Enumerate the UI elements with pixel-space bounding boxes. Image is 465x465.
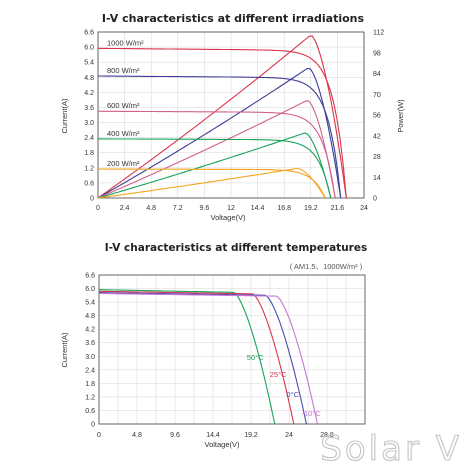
y2-tick-label: 56 bbox=[373, 113, 381, 120]
y-axis-label: Current(A) bbox=[60, 98, 69, 134]
x-tick-label: 2.4 bbox=[120, 205, 130, 212]
y2-tick-label: 98 bbox=[373, 50, 381, 57]
power-curve bbox=[97, 167, 326, 199]
y-tick-label: 6.0 bbox=[84, 45, 94, 52]
x-tick-label: 24 bbox=[360, 205, 368, 212]
iv-curve bbox=[98, 168, 326, 199]
x-tick-label: 28.8 bbox=[320, 432, 334, 439]
watermark-logo: Solar V bbox=[320, 429, 462, 465]
y2-tick-label: 0 bbox=[373, 196, 377, 203]
y-tick-label: 4.2 bbox=[84, 90, 94, 97]
temperature-curve bbox=[99, 289, 276, 425]
iv-curve bbox=[98, 75, 342, 199]
y-tick-label: 0.6 bbox=[84, 180, 94, 187]
y-tick-label: 3.0 bbox=[85, 354, 95, 361]
temperature-label: -10°C bbox=[302, 409, 322, 418]
x-tick-label: 21.6 bbox=[331, 205, 345, 212]
temperature-curve bbox=[99, 290, 295, 425]
iv-curve bbox=[98, 138, 332, 199]
x-tick-label: 4.8 bbox=[146, 205, 156, 212]
x-tick-label: 0 bbox=[97, 432, 101, 439]
x-tick-label: 19.2 bbox=[244, 432, 258, 439]
chart-subtitle: ( AM1.5、1000W/m² ) bbox=[290, 262, 363, 271]
x-axis-label: Voltage(V) bbox=[210, 213, 246, 222]
y-tick-label: 2.4 bbox=[85, 367, 95, 374]
irradiation-label: 200 W/m² bbox=[107, 159, 140, 168]
x-tick-label: 19.2 bbox=[304, 205, 318, 212]
x-tick-label: 12 bbox=[227, 205, 235, 212]
x-tick-label: 7.2 bbox=[173, 205, 183, 212]
x-tick-label: 9.6 bbox=[200, 205, 210, 212]
chart-title: I-V characteristics at different tempera… bbox=[105, 242, 367, 254]
irradiation-label: 800 W/m² bbox=[107, 66, 140, 75]
y-tick-label: 1.8 bbox=[85, 381, 95, 388]
y-tick-label: 2.4 bbox=[84, 135, 94, 142]
irradiation-label: 600 W/m² bbox=[107, 101, 140, 110]
y-tick-label: 3.6 bbox=[84, 105, 94, 112]
temperature-chart: I-V characteristics at different tempera… bbox=[60, 242, 367, 449]
chart-title: I-V characteristics at different irradia… bbox=[102, 12, 365, 25]
temperature-curve bbox=[99, 292, 307, 425]
plot-frame bbox=[98, 274, 366, 425]
y-axis-label: Current(A) bbox=[60, 332, 69, 368]
iv-curve bbox=[98, 110, 336, 199]
y-tick-label: 3.0 bbox=[84, 120, 94, 127]
y2-axis-label: Power(W) bbox=[396, 99, 405, 133]
y-tick-label: 1.2 bbox=[85, 394, 95, 401]
x-axis-label: Voltage(V) bbox=[204, 440, 240, 449]
temperature-label: 50°C bbox=[247, 353, 264, 362]
y-tick-label: 1.2 bbox=[84, 165, 94, 172]
y-tick-label: 4.8 bbox=[84, 75, 94, 82]
y2-tick-label: 70 bbox=[373, 92, 381, 99]
y-tick-label: 1.8 bbox=[84, 150, 94, 157]
power-curve bbox=[97, 100, 336, 199]
temperature-label: 0°C bbox=[286, 390, 299, 399]
x-tick-label: 4.8 bbox=[132, 432, 142, 439]
y2-tick-label: 14 bbox=[373, 175, 381, 182]
y-tick-label: 0.6 bbox=[85, 408, 95, 415]
y-tick-label: 6.6 bbox=[84, 30, 94, 37]
temperature-label: 25°C bbox=[270, 370, 287, 379]
power-curve bbox=[97, 35, 347, 199]
plot-frame bbox=[97, 31, 365, 199]
iv-curve bbox=[97, 47, 347, 199]
y-tick-label: 0 bbox=[90, 196, 94, 203]
x-tick-label: 9.6 bbox=[170, 432, 180, 439]
power-curve bbox=[97, 67, 342, 199]
x-tick-label: 14.4 bbox=[206, 432, 220, 439]
temperature-curve bbox=[99, 292, 319, 425]
irradiation-chart: I-V characteristics at different irradia… bbox=[60, 12, 405, 222]
y2-tick-label: 42 bbox=[373, 133, 381, 140]
y2-tick-label: 28 bbox=[373, 154, 381, 161]
x-tick-label: 24 bbox=[285, 432, 293, 439]
power-curve bbox=[97, 132, 332, 199]
y-tick-label: 6.0 bbox=[85, 286, 95, 293]
x-tick-label: 0 bbox=[96, 205, 100, 212]
irradiation-label: 400 W/m² bbox=[107, 129, 140, 138]
y-tick-label: 4.8 bbox=[85, 313, 95, 320]
x-tick-label: 14.4 bbox=[251, 205, 265, 212]
y-tick-label: 6.6 bbox=[85, 273, 95, 280]
y-tick-label: 3.6 bbox=[85, 340, 95, 347]
y-tick-label: 5.4 bbox=[85, 300, 95, 307]
y-tick-label: 5.4 bbox=[84, 60, 94, 67]
y-tick-label: 4.2 bbox=[85, 327, 95, 334]
y2-tick-label: 112 bbox=[373, 30, 384, 37]
x-tick-label: 16.8 bbox=[277, 205, 291, 212]
y-tick-label: 0 bbox=[91, 422, 95, 429]
irradiation-label: 1000 W/m² bbox=[107, 38, 144, 47]
y2-tick-label: 84 bbox=[373, 71, 381, 78]
